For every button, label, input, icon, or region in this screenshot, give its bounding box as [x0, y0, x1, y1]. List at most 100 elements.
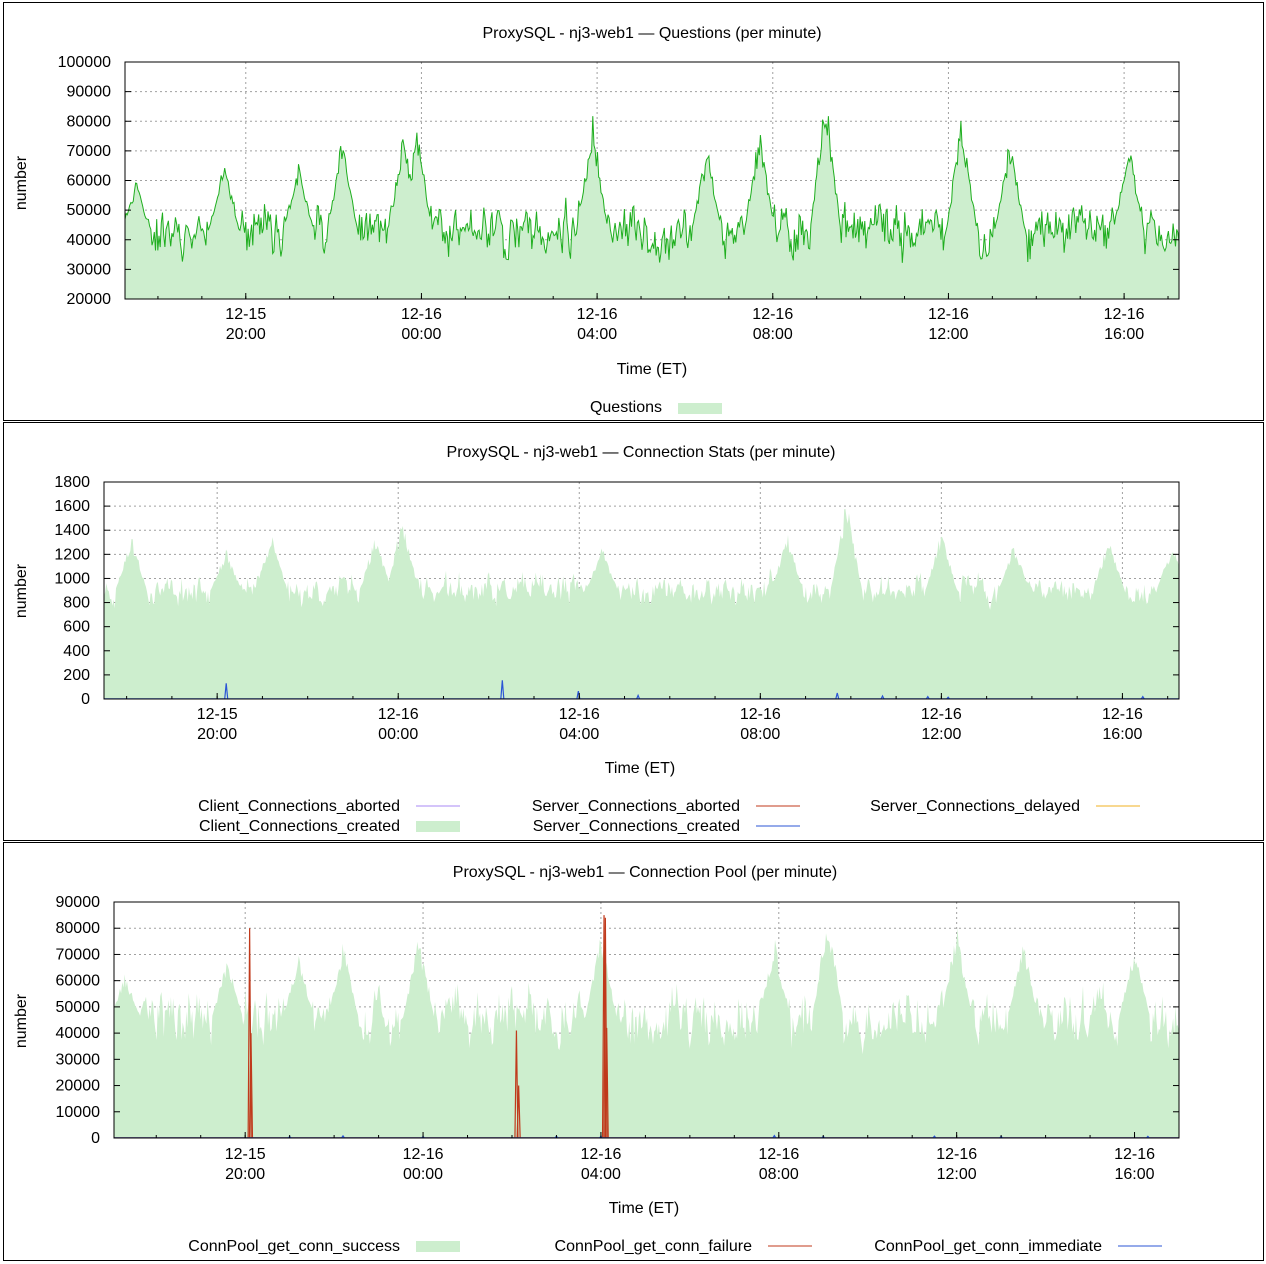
x-axis-label: Time (ET) — [609, 1200, 680, 1217]
x-tick-date: 12-16 — [580, 1146, 621, 1163]
x-tick-time: 08:00 — [759, 1166, 799, 1183]
y-tick-label: 1600 — [54, 498, 90, 515]
y-tick-label: 0 — [91, 1130, 100, 1147]
data-spike — [224, 683, 229, 700]
x-tick-time: 12:00 — [921, 726, 961, 743]
x-tick-time: 08:00 — [740, 726, 780, 743]
x-tick-date: 12-16 — [577, 306, 618, 323]
y-axis-ticks: 0 10000 20000 30000 40000 50000 60000 70000 8000… — [56, 894, 1179, 1147]
x-tick-date: 12-16 — [758, 1146, 799, 1163]
legend-label-conn-failure: ConnPool_get_conn_failure — [555, 1238, 753, 1255]
y-tick-label: 40000 — [67, 232, 112, 249]
x-tick-date: 12-16 — [403, 1146, 444, 1163]
data-spike — [514, 1030, 519, 1139]
legend-label-conn-success: ConnPool_get_conn_success — [188, 1238, 400, 1255]
x-tick-time: 04:00 — [577, 326, 617, 343]
y-tick-label: 1000 — [54, 570, 90, 587]
chart-title: ProxySQL - nj3-web1 — Connection Pool (p… — [453, 864, 837, 881]
x-tick-time: 04:00 — [559, 726, 599, 743]
x-tick-time: 20:00 — [225, 1166, 265, 1183]
x-tick-date: 12-16 — [921, 706, 962, 723]
y-tick-label: 50000 — [67, 202, 112, 219]
y-tick-label: 60000 — [67, 173, 112, 190]
x-tick-date: 12-16 — [740, 706, 781, 723]
x-tick-time: 00:00 — [401, 326, 441, 343]
y-tick-label: 80000 — [56, 920, 101, 937]
data-spike — [946, 696, 951, 700]
y-tick-label: 60000 — [56, 973, 101, 990]
legend-label-client-created: Client_Connections_created — [199, 818, 400, 835]
data-spike — [925, 695, 930, 700]
x-tick-time: 12:00 — [928, 326, 968, 343]
data-spike — [835, 692, 840, 700]
x-tick-date: 12-15 — [225, 1146, 266, 1163]
data-spike — [880, 694, 885, 700]
legend-label-server-created: Server_Connections_created — [533, 818, 740, 835]
legend-label-server-aborted: Server_Connections_aborted — [532, 798, 740, 815]
data-spike — [601, 915, 607, 1139]
y-tick-label: 1200 — [54, 546, 90, 563]
plot-area — [104, 509, 1179, 700]
questions-chart: ProxySQL - nj3-web1 — Questions (per min… — [13, 25, 1180, 416]
x-tick-date: 12-15 — [225, 306, 266, 323]
y-tick-label: 10000 — [56, 1104, 101, 1121]
y-tick-label: 90000 — [56, 894, 101, 911]
data-spike — [516, 1085, 521, 1139]
questions-panel: ProxySQL - nj3-web1 — Questions (per min… — [3, 2, 1264, 421]
y-tick-label: 30000 — [67, 261, 112, 278]
series-area-Client_Connections_created — [104, 509, 1179, 699]
legend-swatch-questions — [678, 403, 722, 414]
connection-pool-panel: ProxySQL - nj3-web1 — Connection Pool (p… — [3, 842, 1264, 1261]
series-area-Questions — [125, 116, 1179, 299]
x-axis-ticks: 12-15 20:00 12-16 00:00 12-16 04:00 12-16 08:00… — [155, 1132, 1180, 1183]
y-tick-label: 30000 — [56, 1051, 101, 1068]
y-tick-label: 40000 — [56, 1025, 101, 1042]
x-tick-date: 12-16 — [1114, 1146, 1155, 1163]
legend-label-conn-immediate: ConnPool_get_conn_immediate — [874, 1238, 1102, 1255]
legend-label-questions: Questions — [590, 399, 662, 416]
y-tick-label: 70000 — [56, 946, 101, 963]
y-tick-label: 1400 — [54, 522, 90, 539]
y-axis-ticks: 0 200 400 600 800 1000 1200 1400 1600 1800 — [54, 474, 1179, 708]
x-tick-date: 12-16 — [1104, 306, 1145, 323]
y-axis-label: number — [13, 993, 30, 1048]
x-tick-time: 20:00 — [226, 326, 266, 343]
x-tick-time: 16:00 — [1104, 326, 1144, 343]
y-tick-label: 400 — [63, 643, 90, 660]
legend-label-client-aborted: Client_Connections_aborted — [198, 798, 400, 815]
legend: ConnPool_get_conn_success ConnPool_get_c… — [188, 1238, 1162, 1255]
y-axis-ticks: 20000 30000 40000 50000 60000 70000 80000 90000… — [58, 54, 1179, 308]
x-tick-time: 00:00 — [403, 1166, 443, 1183]
x-tick-date: 12-16 — [936, 1146, 977, 1163]
data-spike — [341, 1134, 345, 1139]
connection-stats-panel: ProxySQL - nj3-web1 — Connection Stats (… — [3, 422, 1264, 841]
legend-swatch-conn-success — [416, 1241, 460, 1252]
y-tick-label: 20000 — [67, 291, 112, 308]
x-tick-date: 12-16 — [559, 706, 600, 723]
data-spike — [500, 680, 505, 700]
y-axis-label: number — [13, 563, 30, 618]
x-axis-ticks: 12-15 20:00 12-16 00:00 12-16 04:00 12-16 08:00… — [126, 693, 1169, 743]
series-line-Questions — [124, 116, 1180, 263]
legend-label-server-delayed: Server_Connections_delayed — [870, 798, 1080, 815]
connection-pool-chart: ProxySQL - nj3-web1 — Connection Pool (p… — [13, 864, 1180, 1255]
data-spike — [932, 1135, 937, 1139]
y-tick-label: 90000 — [67, 84, 112, 101]
y-tick-label: 0 — [81, 691, 90, 708]
legend-swatch-client-created — [416, 821, 460, 832]
y-tick-label: 200 — [63, 667, 90, 684]
data-spike — [636, 693, 641, 700]
chart-title: ProxySQL - nj3-web1 — Connection Stats (… — [447, 444, 836, 461]
y-tick-label: 50000 — [56, 999, 101, 1016]
connection-stats-chart: ProxySQL - nj3-web1 — Connection Stats (… — [13, 444, 1180, 835]
x-tick-time: 08:00 — [753, 326, 793, 343]
x-axis-label: Time (ET) — [605, 760, 676, 777]
x-tick-date: 12-16 — [401, 306, 442, 323]
y-tick-label: 800 — [63, 595, 90, 612]
x-axis-label: Time (ET) — [617, 361, 688, 378]
legend: Questions — [590, 399, 722, 416]
y-tick-label: 70000 — [67, 143, 112, 160]
plot-area — [114, 915, 1179, 1139]
x-tick-date: 12-16 — [752, 306, 793, 323]
plot-area — [124, 116, 1180, 299]
